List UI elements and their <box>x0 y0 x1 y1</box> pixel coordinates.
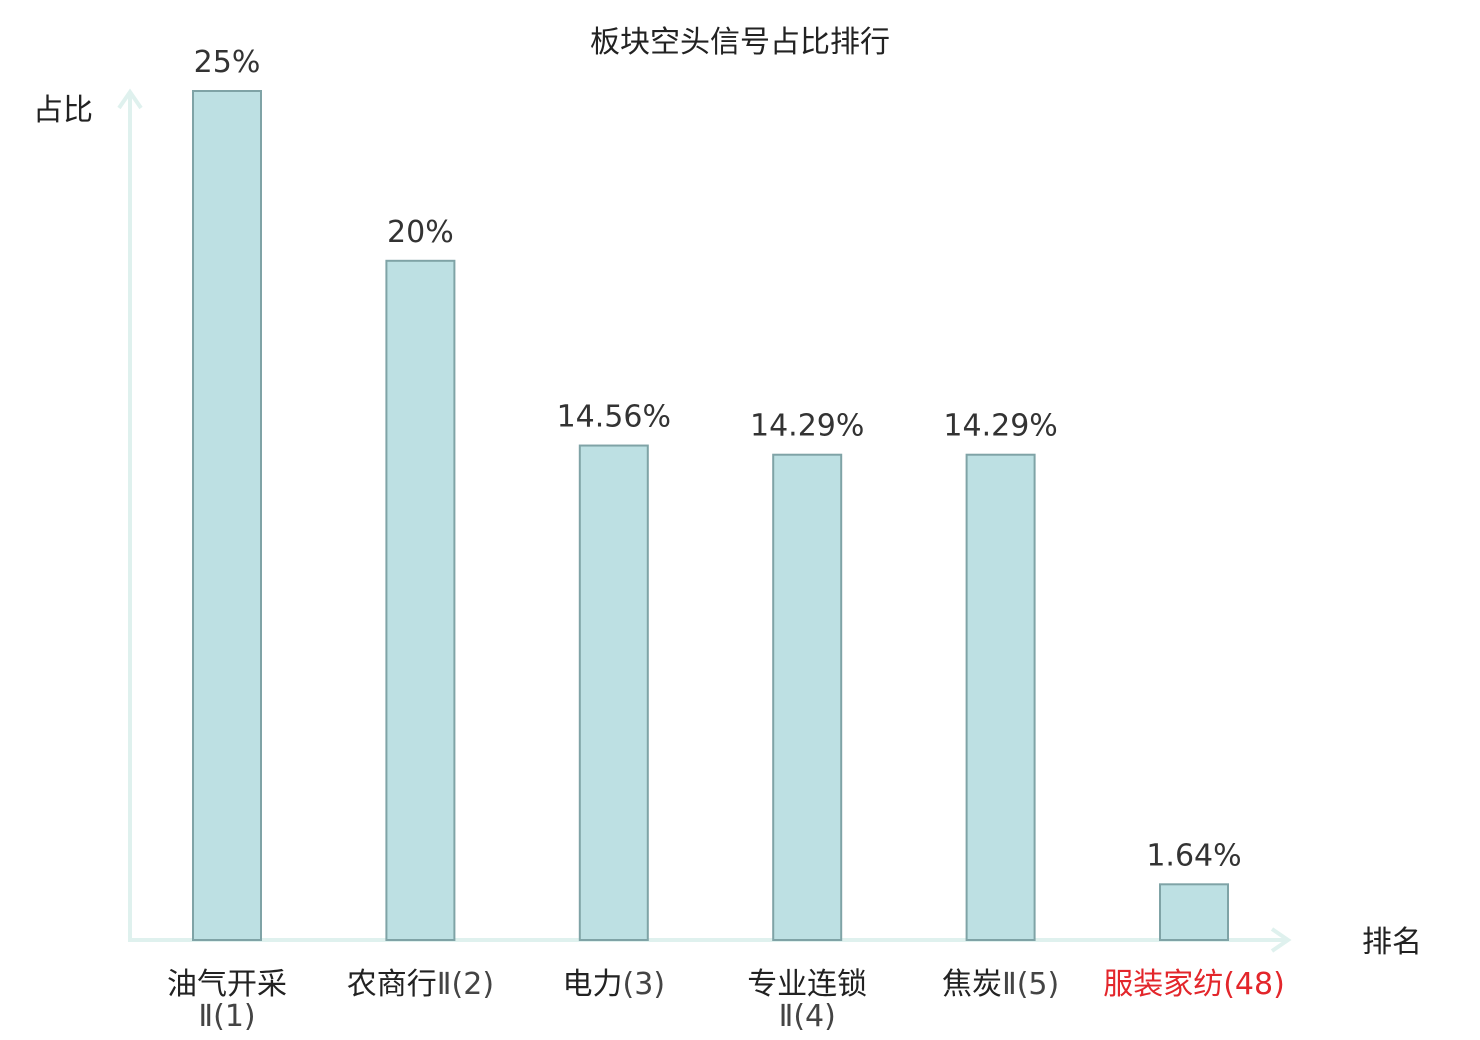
x-tick-label: 油气开采 <box>167 967 287 1002</box>
x-axis <box>128 927 1292 953</box>
bar <box>578 444 649 941</box>
x-tick-label: 农商行Ⅱ(2) <box>347 967 494 1002</box>
x-tick-label: 焦炭Ⅱ(5) <box>942 967 1059 1002</box>
x-tick-name: 服装家纺 <box>1103 967 1223 1002</box>
x-tick-rank: (3) <box>623 967 666 1002</box>
x-axis-label: 排名 <box>1362 925 1422 960</box>
data-label: 20% <box>387 215 454 250</box>
x-tick-label: 电力(3) <box>563 967 666 1002</box>
x-tick-rank: (48) <box>1223 967 1285 1002</box>
x-tick-name: 焦炭 <box>942 967 1002 1002</box>
x-tick-label: 专业连锁 <box>747 967 867 1002</box>
data-label: 14.29% <box>750 409 864 444</box>
y-axis <box>117 88 143 940</box>
data-label: 1.64% <box>1146 838 1241 873</box>
bar <box>385 259 456 941</box>
bar <box>1159 883 1229 942</box>
x-tick-rank: Ⅱ(5) <box>1002 967 1059 1002</box>
x-tick-name: 农商行 <box>347 967 437 1002</box>
data-label: 25% <box>194 45 261 80</box>
bar <box>192 90 262 941</box>
x-tick-rank: Ⅱ(4) <box>779 999 836 1034</box>
x-tick-label: 服装家纺(48) <box>1103 967 1285 1002</box>
data-label: 14.29% <box>943 409 1057 444</box>
bar <box>965 453 1036 941</box>
x-tick-rank: Ⅱ(1) <box>198 999 255 1034</box>
y-axis-label: 占比 <box>33 93 93 128</box>
chart-title: 板块空头信号占比排行 <box>590 25 890 60</box>
data-label: 14.56% <box>557 400 671 435</box>
x-tick-rank: Ⅱ(2) <box>437 967 494 1002</box>
bar <box>772 453 843 941</box>
x-tick-name: 电力 <box>563 967 623 1002</box>
